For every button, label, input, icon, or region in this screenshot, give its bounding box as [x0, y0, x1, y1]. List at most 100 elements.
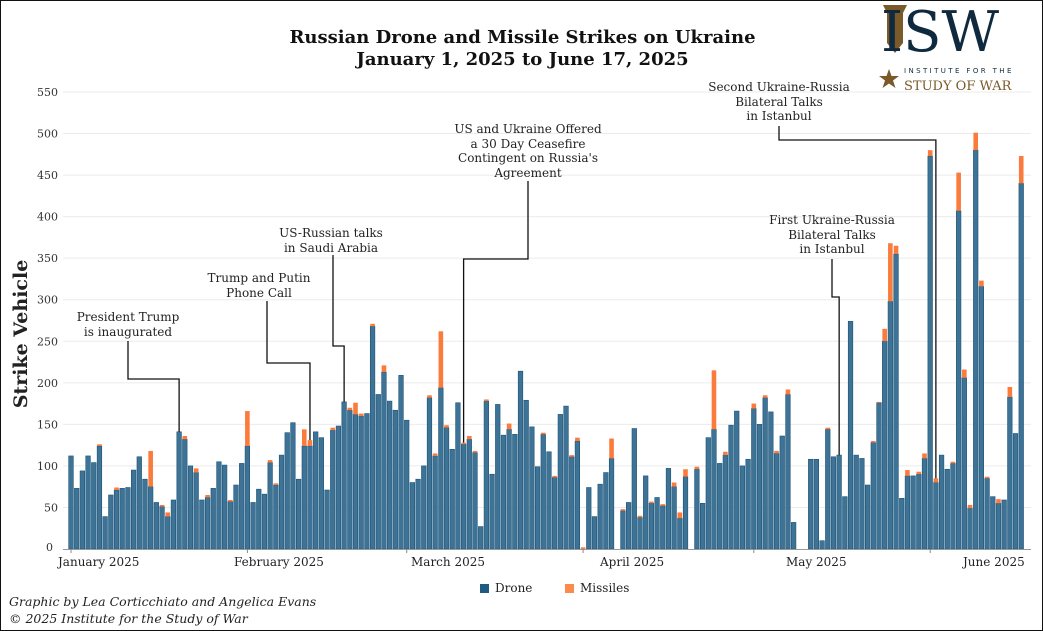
bar-drone: [193, 472, 199, 550]
bar-drone: [603, 472, 609, 550]
bar-drone: [119, 488, 125, 550]
bar-missiles: [870, 440, 876, 443]
bar-missiles: [330, 427, 336, 431]
bar-drone: [654, 497, 660, 550]
bar-missiles: [950, 461, 956, 464]
bar-missiles: [347, 407, 353, 411]
annotation-line: is inaugurated: [83, 324, 173, 339]
credit-authors: Graphic by Lea Corticchiato and Angelica…: [9, 594, 317, 609]
bar-drone: [358, 415, 364, 550]
bar-drone: [808, 458, 814, 550]
bar-drone: [267, 462, 273, 550]
bar-missiles: [694, 466, 700, 470]
annotation-line: Second Ukraine-Russia: [708, 80, 850, 94]
bar-drone: [864, 484, 871, 550]
bar-drone: [443, 427, 450, 550]
logo-line2: STUDY OF WAR: [904, 79, 1013, 94]
bar-missiles: [467, 435, 472, 440]
bar-drone: [597, 483, 603, 550]
bar-missiles: [637, 515, 643, 518]
bar-drone: [882, 340, 888, 550]
bar-missiles: [671, 482, 677, 487]
bar-missiles: [228, 499, 233, 502]
bar-drone: [182, 439, 188, 550]
bar-drone: [449, 448, 455, 550]
annotation-second-istanbul: Second Ukraine-Russia Bilateral Talks in…: [708, 80, 850, 124]
bar-missiles: [962, 369, 967, 378]
bar-drone: [626, 502, 632, 550]
bar-drone: [671, 486, 677, 550]
bar-missiles: [973, 132, 979, 151]
legend-label: Drone: [495, 581, 533, 595]
bar-drone: [557, 414, 563, 550]
bar-missiles: [580, 547, 586, 549]
bar-missiles: [1018, 155, 1024, 184]
bar-drone: [779, 435, 785, 550]
bar-drone: [785, 394, 791, 550]
y-tick-label: 200: [37, 377, 58, 390]
bar-drone: [773, 453, 780, 550]
bar-drone: [455, 402, 461, 550]
bar-drone: [210, 488, 216, 550]
bar-missiles: [444, 425, 449, 428]
bar-drone: [125, 487, 131, 550]
bar-missiles: [205, 494, 210, 498]
annotation-saudi-talks: US-Russian talks in Saudi Arabia: [279, 226, 383, 255]
bar-drone: [250, 502, 256, 550]
annotation-leader-line: [831, 259, 840, 456]
bar-drone: [990, 496, 996, 550]
bar-drone: [722, 454, 728, 550]
bar-drone: [347, 409, 353, 550]
bar-drone: [187, 465, 194, 550]
bar-drone: [825, 429, 831, 550]
credit-copyright: © 2025 Institute for the Study of War: [9, 611, 248, 626]
bar-drone: [978, 286, 984, 550]
bar-missiles: [956, 172, 961, 211]
annotation-inauguration: President Trump is inaugurated: [77, 310, 180, 339]
bar-drone: [79, 470, 85, 550]
bar-missiles: [148, 450, 153, 487]
x-tick-label: February 2025: [234, 555, 324, 569]
bar-drone: [717, 463, 723, 550]
chart-subtitle: January 1, 2025 to June 17, 2025: [356, 49, 689, 70]
bar-drone: [620, 510, 626, 550]
bar-missiles: [245, 411, 250, 446]
bar-drone: [330, 429, 336, 550]
bar-drone: [1007, 396, 1013, 550]
bar-missiles: [967, 504, 973, 509]
bar-drone: [495, 404, 501, 550]
bar-drone: [608, 458, 615, 550]
bar-drone: [415, 478, 421, 550]
bar-drone: [534, 466, 541, 550]
bar-drone: [261, 493, 268, 550]
bar-missiles: [540, 432, 546, 435]
y-tick-label: 50: [44, 501, 58, 514]
bar-missiles: [273, 483, 279, 486]
bar-drone: [381, 371, 387, 550]
bar-drone: [921, 458, 928, 550]
bar-drone: [409, 482, 416, 550]
bar-missiles: [193, 468, 199, 473]
bar-missiles: [307, 440, 313, 446]
bar-missiles: [165, 512, 171, 517]
bar-drone: [1012, 433, 1019, 550]
bar-missiles: [677, 512, 683, 519]
annotation-line: Agreement: [494, 165, 562, 180]
bar-drone: [387, 400, 393, 550]
bar-drone: [893, 253, 899, 550]
bar-drone: [859, 458, 865, 550]
bar-drone: [85, 455, 91, 550]
bar-drone: [483, 400, 489, 550]
annotation-line: Bilateral Talks: [735, 94, 823, 109]
bar-drone: [984, 478, 990, 550]
bar-drone: [165, 516, 171, 550]
bar-drone: [461, 444, 467, 550]
bar-missiles: [472, 450, 478, 453]
bar-drone: [899, 498, 905, 550]
bar-missiles: [933, 478, 939, 483]
bar-drone: [842, 496, 848, 550]
bar-drone: [239, 463, 245, 550]
bar-drone: [438, 387, 444, 550]
bar-drone: [574, 440, 581, 550]
